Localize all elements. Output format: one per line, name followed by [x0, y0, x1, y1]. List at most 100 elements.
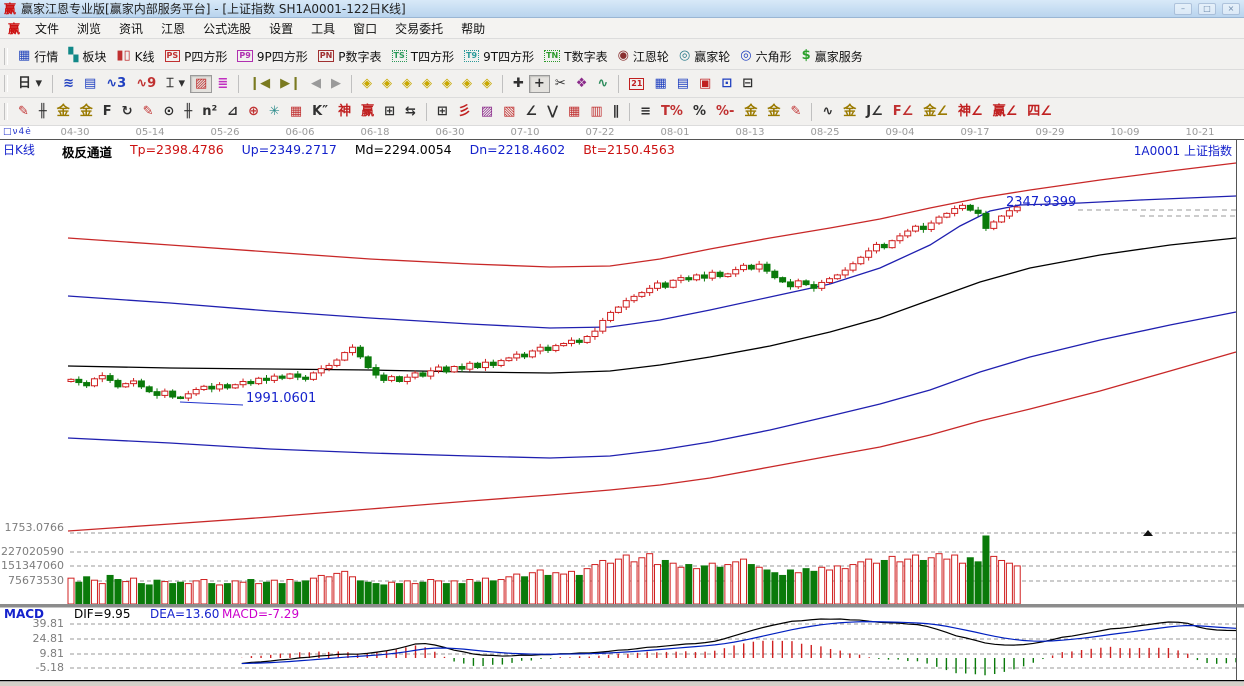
minimize-button[interactable]: – [1174, 2, 1192, 15]
draw-k2-tool[interactable]: K″ [307, 103, 333, 121]
t-square-button[interactable]: TS T四方形 [387, 46, 460, 67]
menu-formula-picker[interactable]: 公式选股 [203, 21, 252, 36]
draw-ruler-123[interactable]: ⊞ [379, 103, 400, 121]
draw-f-angle[interactable]: F∠ [888, 103, 919, 121]
9t-square-button[interactable]: T9 9T四方形 [459, 46, 539, 67]
chart-corner-icons[interactable]: □ν4ė [3, 127, 32, 137]
draw-ying-angle[interactable]: 赢∠ [988, 103, 1023, 121]
print-button[interactable]: ⊟ [737, 75, 758, 93]
draw-angle-tool[interactable]: ⊿ [222, 103, 243, 121]
pan-tool-button[interactable]: ✚ [508, 75, 529, 93]
draw-brush-2[interactable]: ✎ [138, 103, 159, 121]
draw-arrow-ruler[interactable]: ⇆ [400, 103, 421, 121]
menu-file[interactable]: 文件 [35, 21, 60, 36]
draw-si-angle[interactable]: 四∠ [1022, 103, 1057, 121]
draw-fan-box-2[interactable]: ▧ [498, 103, 520, 121]
draw-v-lines[interactable]: ⋁ [542, 103, 563, 121]
sectors-button[interactable]: ▚ 板块 [63, 46, 111, 67]
winner-wheel-button[interactable]: ◎ 赢家轮 [674, 46, 735, 67]
draw-target-tool[interactable]: ⊕ [243, 103, 264, 121]
gann-wheel-button[interactable]: ◉ 江恩轮 [613, 46, 674, 67]
diamond-nav-3[interactable]: ◈ [397, 75, 417, 93]
p-table-button[interactable]: PN P数字表 [313, 46, 387, 67]
draw-f-ruler[interactable]: F [98, 103, 117, 121]
draw-spiral-tool[interactable]: ↻ [117, 103, 138, 121]
save-button[interactable]: ▣ [694, 75, 716, 93]
draw-circle-ruler[interactable]: ⊙ [158, 103, 179, 121]
maximize-button[interactable]: □ [1198, 2, 1216, 15]
menu-trading[interactable]: 交易委托 [395, 21, 444, 36]
draw-square-tool[interactable]: ⊞ [432, 103, 453, 121]
kline-button[interactable]: ▮▯ K线 [111, 46, 159, 67]
diamond-nav-7[interactable]: ◈ [477, 75, 497, 93]
pattern-button[interactable]: ▨ [190, 74, 213, 93]
wave-chart-button[interactable]: ≋ [58, 75, 79, 93]
draw-parallel-lines[interactable]: ∥ [608, 103, 625, 121]
draw-gold-line[interactable]: 金 [762, 103, 785, 121]
diamond-nav-4[interactable]: ◈ [417, 75, 437, 93]
draw-red-grid[interactable]: ▦ [563, 103, 585, 121]
draw-ruler-tool[interactable]: ╫ [34, 103, 52, 121]
kline-chart-area[interactable]: □ν4ė 04-30 05-14 05-26 06-06 06-18 06-30 07-10… [0, 126, 1244, 681]
draw-gold-ruler-1[interactable]: 金 [52, 103, 75, 121]
draw-n2-tool[interactable]: n² [197, 103, 222, 121]
first-page-button[interactable]: ❙◀ [244, 75, 275, 93]
calendar-button[interactable]: 21 [624, 76, 649, 92]
menu-gann[interactable]: 江恩 [161, 21, 186, 36]
kline-chart-canvas[interactable] [0, 126, 1244, 681]
menu-settings[interactable]: 设置 [269, 21, 294, 36]
draw-star-grid[interactable]: ✳ [264, 103, 285, 121]
prev-page-button[interactable]: ◀ [306, 75, 326, 93]
draw-gold-circle[interactable]: 金 [739, 103, 762, 121]
menu-news[interactable]: 资讯 [119, 21, 144, 36]
wave-tool-button[interactable]: ∿ [592, 75, 613, 93]
diamond-nav-2[interactable]: ◈ [377, 75, 397, 93]
last-page-button[interactable]: ▶❙ [275, 75, 306, 93]
profile-bars-button[interactable]: ≣ [212, 75, 233, 93]
draw-j-angle[interactable]: J∠ [861, 103, 888, 121]
gann-shape-button[interactable]: ❖ [571, 75, 593, 93]
p-square-button[interactable]: PS P四方形 [160, 46, 233, 67]
hexagon-button[interactable]: ◎ 六角形 [735, 46, 796, 67]
draw-pct-line[interactable]: %- [711, 103, 739, 121]
info-doc-button[interactable]: ▤ [79, 75, 101, 93]
draw-pct[interactable]: % [688, 103, 711, 121]
wave3-button[interactable]: ∿3 [101, 75, 131, 93]
draw-fan-box[interactable]: ▨ [476, 103, 498, 121]
menu-window[interactable]: 窗口 [353, 21, 378, 36]
crosshair-tool-button[interactable]: + [528, 74, 550, 93]
menu-tools[interactable]: 工具 [311, 21, 336, 36]
draw-ruler-2[interactable]: ╫ [179, 103, 197, 121]
draw-shen-angle[interactable]: 神∠ [953, 103, 988, 121]
export-button[interactable]: ⊡ [716, 75, 737, 93]
draw-bars-pct[interactable]: ≡ [635, 103, 656, 121]
winner-service-button[interactable]: $ 赢家服务 [797, 46, 868, 67]
report-button[interactable]: ▤ [672, 75, 694, 93]
angle-measure-button[interactable]: ✂ [550, 75, 571, 93]
diamond-nav-1[interactable]: ◈ [357, 75, 377, 93]
draw-fan-lines[interactable]: 彡 [453, 103, 476, 121]
draw-grid-box[interactable]: ▦ [285, 103, 307, 121]
draw-red-grid-2[interactable]: ▥ [585, 103, 607, 121]
menu-help[interactable]: 帮助 [461, 21, 486, 36]
draw-gold-angle[interactable]: 金∠ [918, 103, 953, 121]
diamond-nav-5[interactable]: ◈ [437, 75, 457, 93]
menu-browse[interactable]: 浏览 [77, 21, 102, 36]
draw-angle-lines[interactable]: ∠ [520, 103, 542, 121]
draw-brush-tool[interactable]: ✎ [13, 103, 34, 121]
t-table-button[interactable]: TN T数字表 [539, 46, 613, 67]
calculator-button[interactable]: ▦ [649, 75, 671, 93]
market-quotes-button[interactable]: ▦ 行情 [13, 46, 63, 67]
draw-gold-under[interactable]: 金 [838, 103, 861, 121]
diamond-nav-6[interactable]: ◈ [457, 75, 477, 93]
draw-wave-tool[interactable]: ∿ [817, 103, 838, 121]
next-page-button[interactable]: ▶ [326, 75, 346, 93]
draw-gold-ruler-2[interactable]: 金 [75, 103, 98, 121]
draw-t-pct[interactable]: T% [656, 103, 688, 121]
draw-shen-tool[interactable]: 神 [333, 103, 356, 121]
close-button[interactable]: × [1222, 2, 1240, 15]
wave9-button[interactable]: ∿9 [131, 75, 161, 93]
candle-style-dropdown[interactable]: ⌶ ▾ [161, 75, 190, 93]
period-dropdown[interactable]: 日 ▾ [13, 75, 47, 93]
draw-brush-3[interactable]: ✎ [785, 103, 806, 121]
